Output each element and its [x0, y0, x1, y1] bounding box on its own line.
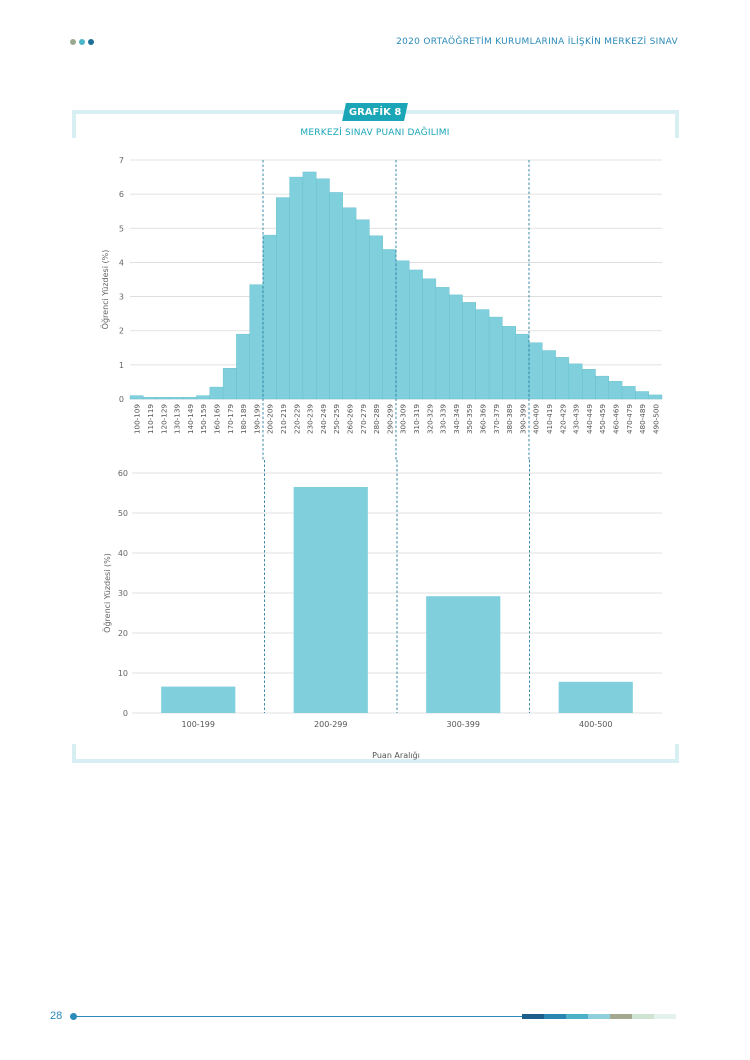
x-tick-label: 300-309	[399, 404, 408, 434]
x-tick-label: 370-379	[492, 404, 501, 434]
y-tick-label: 4	[119, 258, 124, 267]
header-dot	[88, 39, 94, 45]
x-tick-label: 440-449	[585, 404, 594, 434]
header-dot	[79, 39, 85, 45]
x-tick-label: 130-139	[173, 404, 182, 434]
range-bar	[558, 681, 633, 713]
x-tick-label: 200-299	[314, 720, 347, 729]
chart-title: MERKEZİ SINAV PUANI DAĞILIMI	[300, 128, 450, 138]
y-tick-label: 0	[123, 709, 128, 718]
x-tick-label: 340-349	[452, 404, 461, 434]
x-tick-label: 140-149	[186, 404, 195, 434]
x-tick-label: 360-369	[478, 404, 487, 434]
y-tick-label: 20	[118, 629, 128, 638]
x-tick-label: 230-239	[306, 404, 315, 434]
footer-line	[74, 1016, 522, 1017]
header-title: 2020 ORTAÖĞRETİM KURUMLARINA İLİŞKİN MER…	[396, 37, 678, 47]
footer-color-bar	[632, 1014, 654, 1019]
footer-color-bar	[522, 1014, 544, 1019]
x-tick-label: 380-389	[505, 404, 514, 434]
y-tick-label: 30	[118, 589, 128, 598]
x-tick-label: 320-329	[425, 404, 434, 434]
y-tick-label: 5	[119, 224, 124, 233]
x-tick-label: 250-259	[332, 404, 341, 434]
range-bar	[293, 487, 368, 713]
x-tick-label: 490-500	[651, 404, 660, 434]
x-tick-label: 470-479	[625, 404, 634, 434]
x-tick-label: 150-159	[199, 404, 208, 434]
y-axis-label: Öğrenci Yüzdesi (%)	[100, 250, 110, 330]
x-tick-label: 330-339	[439, 404, 448, 434]
x-tick-label: 400-500	[579, 720, 612, 729]
y-tick-label: 2	[119, 327, 124, 336]
x-tick-label: 210-219	[279, 404, 288, 434]
grouped-bar-chart: 0 10 20 30 40 50 60 100-199 200-299 300-399 400-50…	[102, 460, 662, 760]
y-tick-label: 10	[118, 669, 128, 678]
x-tick-label: 240-249	[319, 404, 328, 434]
y-tick-label: 3	[119, 293, 124, 302]
y-tick-label: 7	[119, 156, 124, 165]
x-tick-label: 100-109	[133, 404, 142, 434]
x-tick-label: 400-409	[532, 404, 541, 434]
x-tick-label: 280-289	[372, 404, 381, 434]
x-tick-label: 350-359	[465, 404, 474, 434]
x-tick-label: 390-399	[518, 404, 527, 434]
x-tick-label: 220-229	[292, 404, 301, 434]
chart-frame-bottom	[72, 744, 679, 763]
y-tick-label: 50	[118, 509, 128, 518]
x-tick-label: 160-169	[212, 404, 221, 434]
x-tick-label: 200-209	[266, 404, 275, 434]
x-tick-label: 110-119	[146, 404, 155, 434]
footer-color-bar	[544, 1014, 566, 1019]
y-tick-label: 40	[118, 549, 128, 558]
y-tick-label: 1	[119, 361, 124, 370]
x-tick-label: 260-269	[345, 404, 354, 434]
header-dot	[70, 39, 76, 45]
header-dots	[70, 39, 94, 45]
x-tick-label: 420-429	[558, 404, 567, 434]
footer-color-bar	[588, 1014, 610, 1019]
x-tick-label: 100-199	[182, 720, 215, 729]
y-tick-label: 0	[119, 395, 124, 404]
y-axis-label: Öğrenci Yüzdesi (%)	[102, 553, 112, 633]
y-tick-label: 60	[118, 469, 128, 478]
x-tick-label: 270-279	[359, 404, 368, 434]
x-tick-label: 450-459	[598, 404, 607, 434]
x-tick-label: 410-419	[545, 404, 554, 434]
x-tick-label: 430-439	[572, 404, 581, 434]
range-bar	[161, 686, 236, 713]
range-bar	[426, 596, 501, 713]
x-tick-label: 290-299	[385, 404, 394, 434]
x-tick-label: 460-469	[611, 404, 620, 434]
histogram-bar	[648, 394, 663, 400]
y-tick-label: 6	[119, 190, 124, 199]
histogram-chart: 0 1 2 3 4 5 6 7 100-109 110-119 120-129 130-139 140-…	[100, 156, 663, 460]
footer-color-bar	[654, 1014, 676, 1019]
x-tick-label: 180-189	[239, 404, 248, 434]
x-tick-label: 310-319	[412, 404, 421, 434]
x-tick-label: 190-199	[252, 404, 261, 434]
x-tick-label: 120-129	[159, 404, 168, 434]
x-axis-label: Puan Aralığı	[372, 751, 420, 760]
footer-color-bar	[610, 1014, 632, 1019]
x-tick-label: 170-179	[226, 404, 235, 434]
footer-color-bar	[566, 1014, 588, 1019]
footer-dot	[70, 1013, 77, 1020]
page-number: 28	[50, 1010, 63, 1022]
x-tick-label: 480-489	[638, 404, 647, 434]
x-tick-label: 300-399	[447, 720, 480, 729]
footer-color-bars	[522, 1014, 676, 1019]
